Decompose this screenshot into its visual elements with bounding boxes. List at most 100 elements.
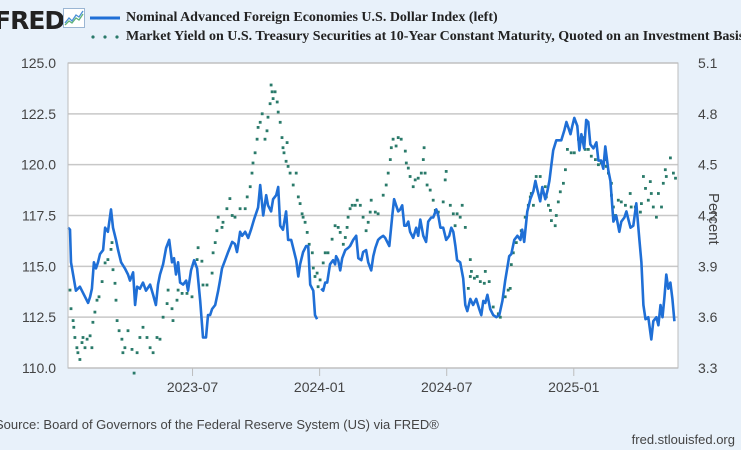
treasury-yield-point (75, 346, 79, 350)
treasury-yield-point (318, 278, 322, 282)
treasury-yield-point (213, 241, 217, 244)
treasury-yield-point (180, 292, 184, 295)
treasury-yield-point (83, 346, 87, 350)
treasury-yield-point (451, 212, 455, 216)
treasury-yield-point (91, 320, 95, 324)
treasury-yield-point (463, 226, 467, 229)
treasury-yield-point (396, 136, 400, 139)
treasury-yield-point (543, 185, 547, 189)
treasury-yield-point (586, 148, 590, 151)
treasury-yield-point (97, 295, 101, 299)
treasury-yield-point (255, 137, 259, 141)
treasury-yield-point (428, 188, 432, 192)
treasury-yield-point (455, 212, 459, 216)
treasury-yield-point (250, 171, 254, 175)
treasury-yield-point (68, 288, 72, 292)
treasury-yield-point (281, 146, 285, 150)
left-tick-label: 122.5 (21, 106, 56, 122)
treasury-yield-point (498, 315, 502, 319)
treasury-yield-point (348, 207, 352, 211)
treasury-yield-point (628, 192, 632, 195)
treasury-yield-point (482, 281, 486, 285)
treasury-yield-point (629, 205, 633, 209)
treasury-yield-point (271, 97, 275, 100)
treasury-yield-point (403, 149, 407, 153)
treasury-yield-point (321, 261, 325, 265)
treasury-yield-point (624, 203, 627, 207)
treasury-yield-point (366, 220, 370, 224)
treasury-yield-point (323, 251, 327, 255)
treasury-yield-point (284, 159, 288, 163)
treasury-yield-point (413, 178, 417, 182)
treasury-yield-point (88, 334, 92, 338)
treasury-yield-point (303, 220, 307, 224)
treasury-yield-point (109, 248, 113, 251)
treasury-yield-point (123, 346, 127, 350)
treasury-yield-point (388, 158, 392, 161)
treasury-yield-point (310, 251, 314, 255)
treasury-yield-point (288, 171, 292, 175)
treasury-yield-point (221, 220, 225, 224)
site-link[interactable]: fred.stlouisfed.org (631, 432, 735, 447)
x-tick-label: 2024-01 (294, 379, 346, 395)
treasury-yield-point (566, 148, 569, 151)
treasury-yield-point (225, 207, 229, 211)
treasury-yield-point (260, 112, 264, 116)
treasury-yield-point (151, 351, 155, 355)
treasury-yield-point (326, 251, 330, 255)
treasury-yield-point (664, 175, 668, 178)
treasury-yield-point (441, 200, 445, 204)
treasury-yield-point (369, 198, 373, 202)
legend-entry-dollar-index[interactable]: Nominal Advanced Foreign Economies U.S. … (90, 10, 498, 26)
treasury-yield-point (651, 205, 655, 209)
treasury-yield-point (305, 231, 309, 234)
treasury-yield-point (114, 298, 118, 302)
treasury-yield-point (547, 203, 550, 207)
treasury-yield-point (307, 242, 311, 246)
treasury-yield-point (132, 371, 136, 375)
treasury-yield-point (135, 351, 139, 355)
treasury-yield-point (195, 258, 199, 261)
treasury-yield-point (355, 198, 359, 202)
treasury-yield-point (273, 90, 277, 94)
treasury-yield-point (376, 212, 380, 216)
treasury-yield-point (268, 102, 272, 106)
treasury-yield-point (90, 346, 94, 350)
treasury-yield-point (514, 241, 518, 244)
treasury-yield-point (389, 146, 393, 150)
treasury-yield-point (411, 185, 415, 189)
right-tick-label: 3.9 (698, 258, 718, 274)
legend-entry-treasury-yield[interactable]: Market Yield on U.S. Treasury Securities… (90, 29, 741, 45)
treasury-yield-point (594, 158, 597, 161)
left-tick-label: 112.5 (22, 309, 56, 325)
treasury-yield-point (243, 207, 247, 211)
right-tick-label: 4.5 (698, 157, 718, 173)
x-tick-label: 2025-01 (548, 379, 600, 395)
treasury-yield-point (619, 200, 623, 204)
treasury-yield-point (245, 195, 249, 199)
treasury-yield-point (425, 183, 429, 187)
treasury-yield-point (444, 170, 448, 173)
treasury-yield-point (210, 271, 214, 275)
treasury-yield-point (558, 190, 562, 194)
treasury-yield-point (215, 229, 219, 233)
treasury-yield-point (296, 195, 300, 199)
treasury-yield-point (311, 266, 315, 270)
treasury-yield-point (503, 295, 507, 299)
left-tick-label: 110.0 (22, 360, 56, 376)
treasury-yield-point (538, 175, 542, 178)
treasury-yield-point (583, 148, 587, 151)
treasury-yield-point (73, 336, 77, 339)
treasury-yield-point (298, 202, 302, 205)
treasury-yield-point (640, 202, 643, 205)
fred-logo[interactable]: FRED (0, 6, 65, 35)
legend-swatch-solid (90, 16, 120, 20)
treasury-yield-point (315, 271, 319, 275)
treasury-yield-point (170, 307, 174, 311)
treasury-yield-point (316, 285, 320, 289)
treasury-yield-point (220, 226, 224, 229)
treasury-yield-point (285, 141, 289, 144)
treasury-yield-point (550, 219, 553, 222)
right-tick-label: 3.6 (698, 309, 718, 325)
